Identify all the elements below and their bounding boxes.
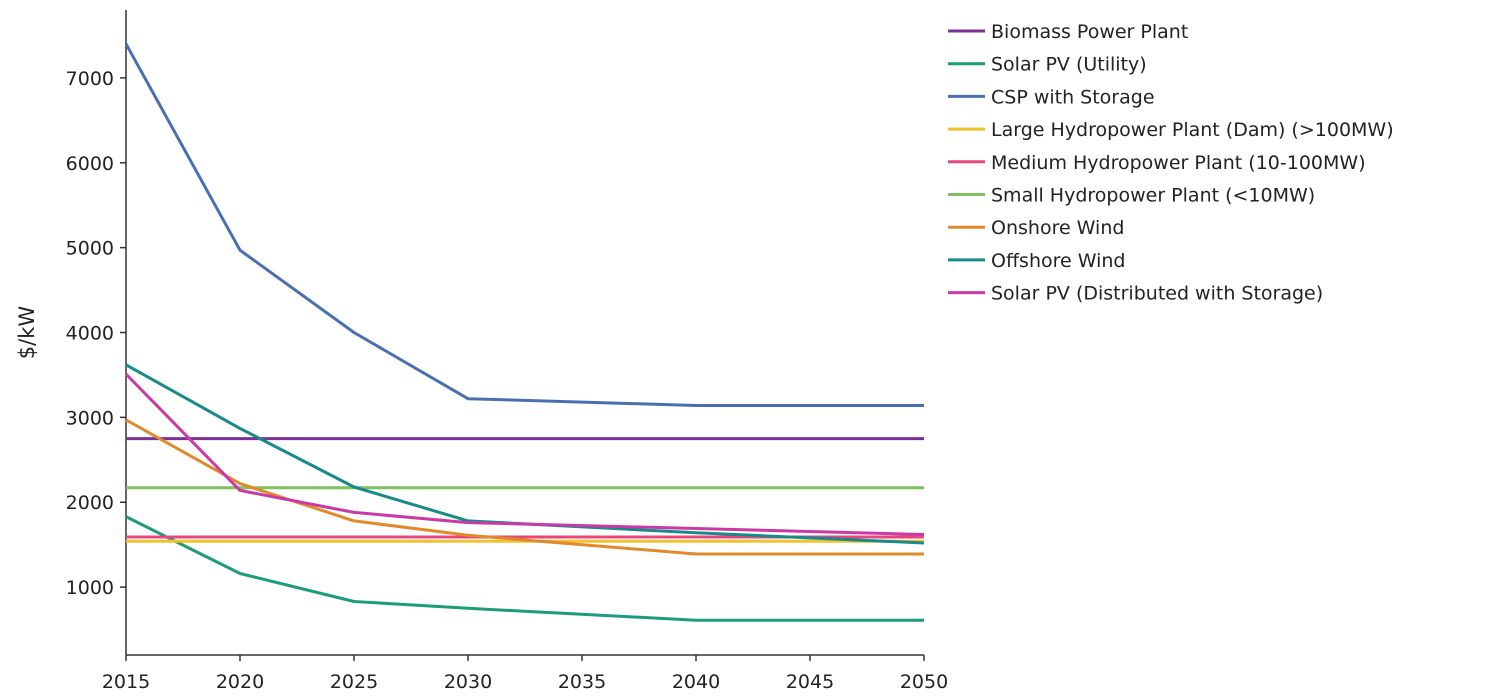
y-tick-label: 4000 (66, 323, 114, 345)
legend-label: Small Hydropower Plant (<10MW) (991, 185, 1315, 207)
legend-label: Biomass Power Plant (991, 21, 1188, 43)
legend-label: Onshore Wind (991, 217, 1124, 239)
series-line-9 (124, 373, 925, 536)
y-axis-ticks: 1000 2000 3000 4000 5000 6000 7000 (66, 68, 126, 599)
x-tick-label: 2030 (444, 671, 492, 693)
legend-item[interactable]: Solar PV (Utility) (948, 54, 1147, 76)
x-tick-label: 2020 (216, 671, 264, 693)
y-tick-label: 2000 (66, 492, 114, 514)
x-axis-ticks: 2015 2020 2025 2030 2035 2040 2045 2050 (102, 655, 948, 693)
x-tick-label: 2040 (672, 671, 720, 693)
x-tick-label: 2045 (786, 671, 834, 693)
legend-item[interactable]: Biomass Power Plant (948, 21, 1188, 43)
legend-item[interactable]: Onshore Wind (948, 217, 1124, 239)
legend-label: Offshore Wind (991, 250, 1125, 272)
legend-item[interactable]: Large Hydropower Plant (Dam) (>100MW) (948, 119, 1394, 141)
series-line-2 (125, 515, 924, 622)
y-tick-label: 3000 (66, 407, 114, 429)
legend-label: Solar PV (Distributed with Storage) (991, 283, 1323, 305)
legend-label: Large Hydropower Plant (Dam) (>100MW) (991, 119, 1394, 141)
y-tick-label: 5000 (66, 238, 114, 260)
legend-label: Medium Hydropower Plant (10-100MW) (991, 152, 1366, 174)
series-lines (124, 43, 925, 622)
legend[interactable]: Biomass Power Plant Solar PV (Utility) CSP… (948, 21, 1394, 305)
x-tick-label: 2050 (900, 671, 948, 693)
legend-label: CSP with Storage (991, 86, 1155, 108)
legend-item[interactable]: Solar PV (Distributed with Storage) (948, 283, 1323, 305)
legend-label: Solar PV (Utility) (991, 54, 1147, 76)
x-tick-label: 2025 (330, 671, 378, 693)
y-axis-title: $/kW (15, 306, 39, 360)
x-tick-label: 2015 (102, 671, 150, 693)
y-tick-label: 6000 (66, 153, 114, 175)
y-tick-label: 1000 (66, 577, 114, 599)
series-line-8 (125, 363, 925, 545)
legend-item[interactable]: Small Hydropower Plant (<10MW) (948, 185, 1315, 207)
axes (125, 10, 924, 656)
y-tick-label: 7000 (66, 68, 114, 90)
legend-item[interactable]: CSP with Storage (948, 86, 1155, 108)
legend-item[interactable]: Medium Hydropower Plant (10-100MW) (948, 152, 1366, 174)
x-tick-label: 2035 (558, 671, 606, 693)
legend-item[interactable]: Offshore Wind (948, 250, 1125, 272)
series-line-3 (124, 43, 924, 407)
